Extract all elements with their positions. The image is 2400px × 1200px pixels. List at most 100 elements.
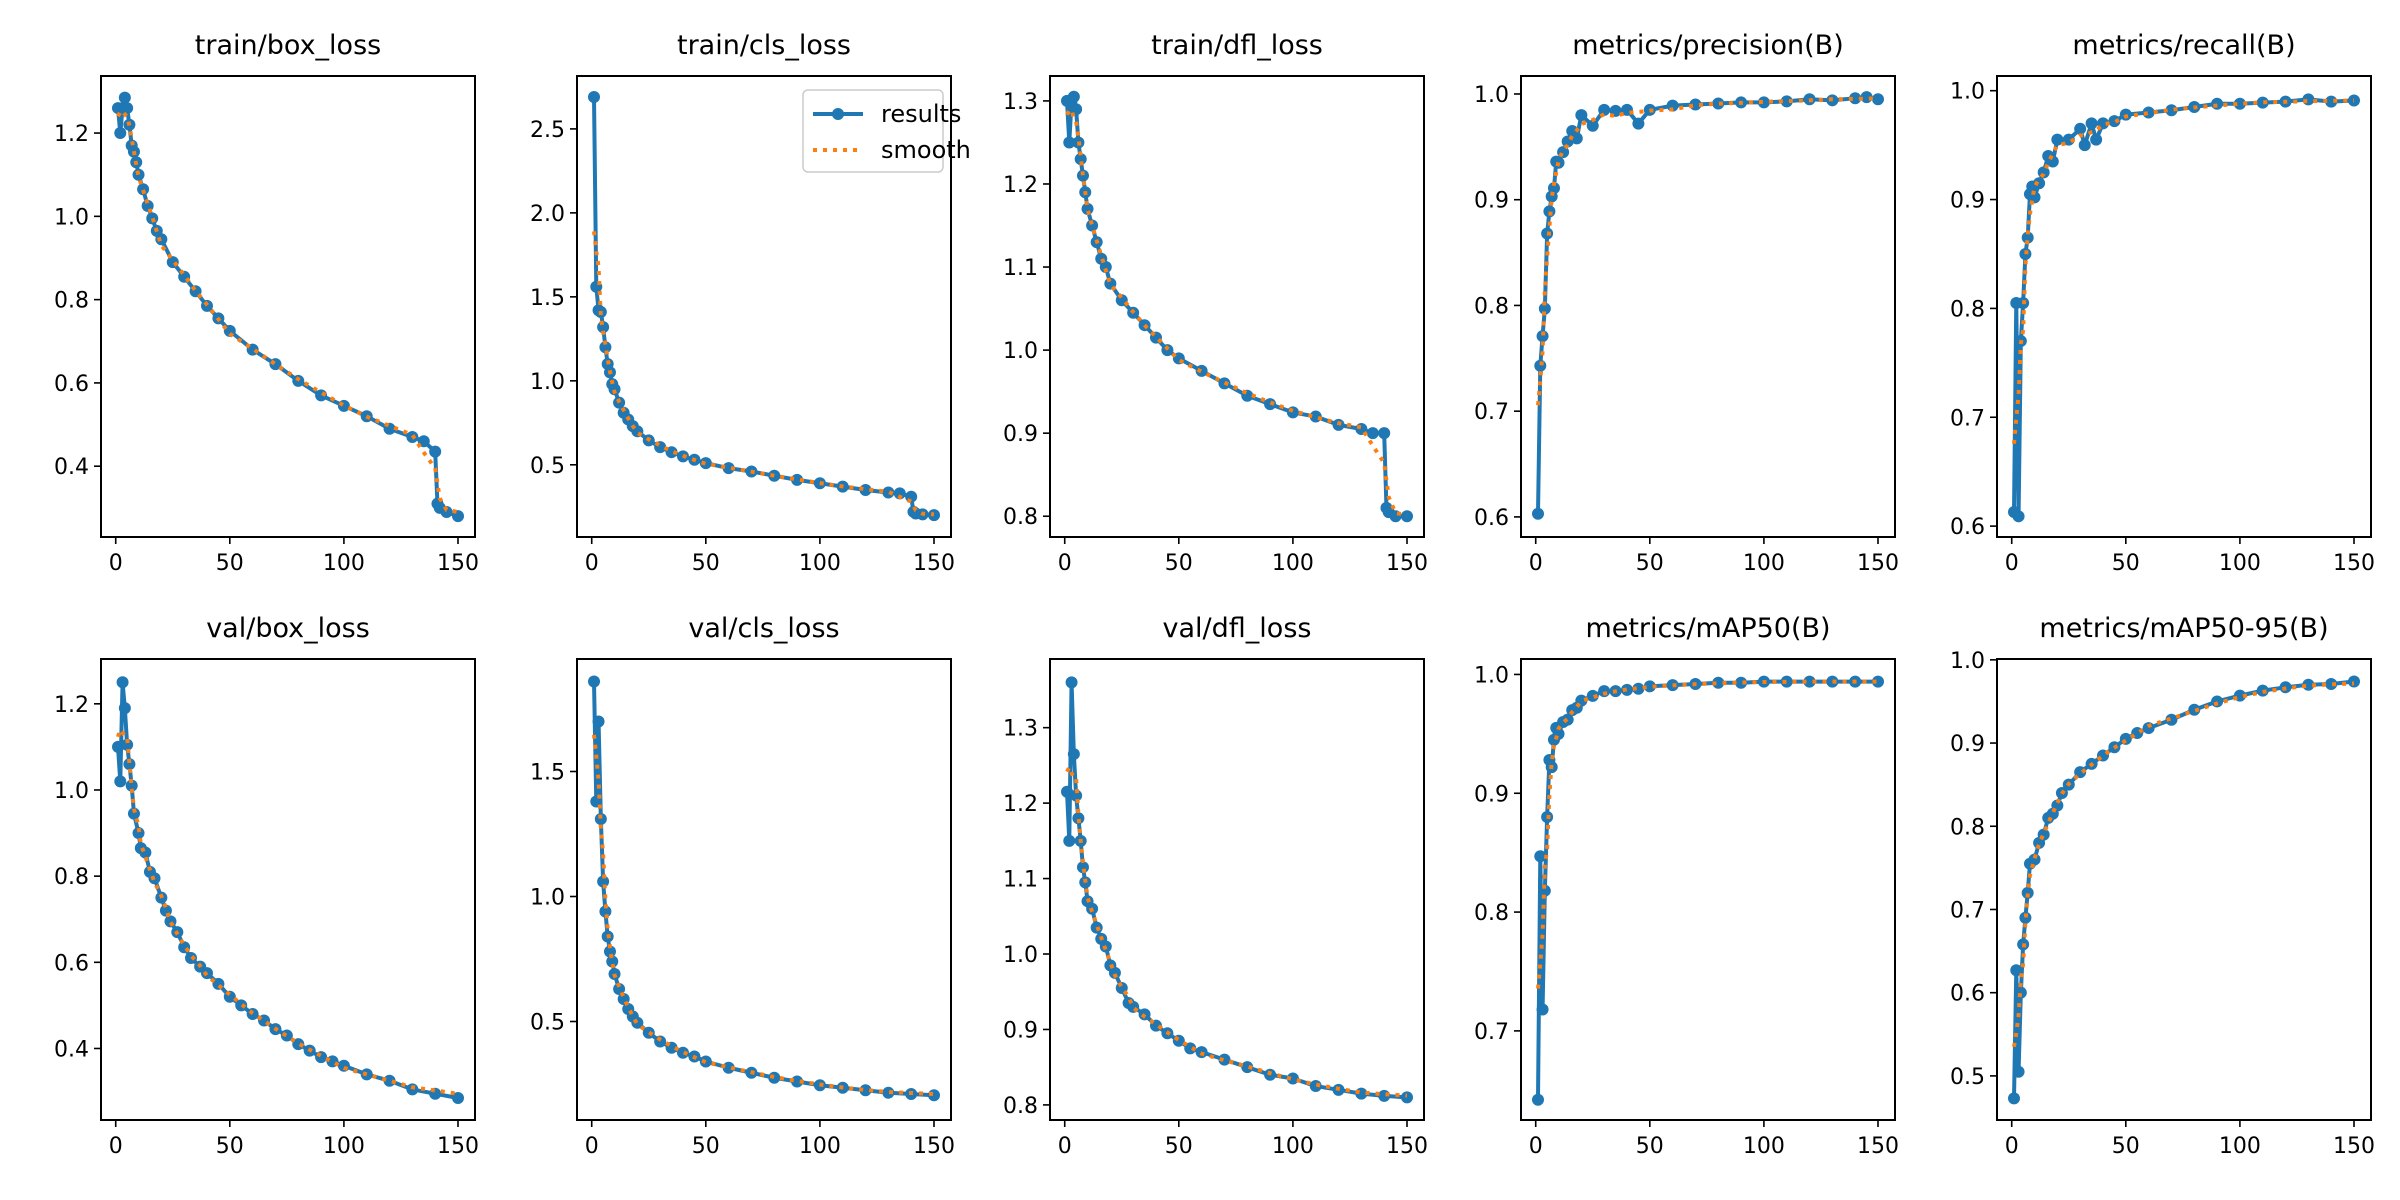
plot-area [588, 675, 940, 1102]
y-tick-label: 1.0 [530, 886, 565, 911]
results-point [2165, 104, 2178, 117]
results-point [2008, 1092, 2020, 1105]
y-tick-label: 0.7 [1474, 400, 1509, 425]
smooth-line [2012, 98, 2355, 444]
results-point [1872, 93, 1884, 106]
results-point [132, 827, 145, 840]
axes-frame [100, 75, 476, 538]
results-point [315, 1051, 328, 1064]
subplot-title: train/dfl_loss [1151, 30, 1323, 61]
results-point [1632, 117, 1645, 130]
plot-area [112, 91, 464, 523]
x-tick-label: 0 [109, 1134, 123, 1159]
results-point [859, 1084, 872, 1097]
plot-area [2008, 675, 2360, 1105]
results-point [1286, 406, 1299, 419]
subplot-val-dfl-loss: val/dfl_loss 0 50 100 150 0.8 0.9 1.0 1.1 1.2 1.3 [1003, 613, 1428, 1159]
axes-frame [1520, 75, 1896, 538]
results-point [125, 779, 138, 792]
x-tick-label: 50 [692, 551, 720, 576]
results-point [1532, 507, 1544, 520]
subplot-train-cls-loss: train/cls_loss 0 50 100 150 0.5 1.0 1.5 2.0 2.5 re… [530, 30, 971, 576]
y-tick-label: 0.5 [1950, 1065, 1985, 1090]
subplot-title: val/box_loss [206, 613, 370, 644]
results-point [1067, 90, 1080, 103]
results-point [1586, 689, 1599, 702]
results-point [429, 445, 442, 458]
results-point [1241, 1061, 1254, 1074]
results-point [1643, 680, 1656, 693]
axes-frame [100, 658, 476, 1121]
results-point [594, 813, 607, 825]
x-tick-label: 150 [2333, 551, 2375, 576]
results-point [2021, 886, 2034, 899]
results-point [1063, 834, 1076, 847]
results-point [337, 399, 350, 412]
results-point [893, 487, 906, 500]
x-tick-label: 50 [2112, 1134, 2140, 1159]
x-tick-label: 150 [913, 1134, 955, 1159]
results-point [2142, 722, 2155, 735]
subplot-title: train/cls_loss [677, 30, 851, 61]
results-point [1076, 169, 1089, 182]
x-tick-label: 150 [2333, 1134, 2375, 1159]
x-tick-label: 150 [437, 1134, 479, 1159]
results-point [1086, 219, 1099, 232]
y-tick-label: 0.6 [1950, 982, 1985, 1007]
y-tick-label: 1.0 [1003, 339, 1038, 364]
y-tick-label: 1.2 [54, 122, 89, 147]
results-point [2010, 964, 2023, 977]
results-point [608, 383, 621, 396]
smooth-line [592, 734, 935, 1096]
results-point [722, 1061, 735, 1074]
y-tick-label: 1.0 [1950, 80, 1985, 105]
results-point [123, 758, 136, 771]
results-point [2233, 97, 2246, 110]
x-tick-label: 100 [799, 1134, 841, 1159]
results-point [132, 168, 145, 181]
x-tick-label: 100 [323, 551, 365, 576]
y-tick-label: 1.2 [54, 693, 89, 718]
plot-area [1061, 90, 1413, 523]
results-point [1099, 261, 1112, 274]
results-point [1757, 96, 1770, 109]
results-point [2325, 677, 2338, 690]
legend-results-marker [832, 108, 844, 120]
y-tick-label: 0.8 [1950, 815, 1985, 840]
y-tick-label: 0.8 [1003, 505, 1038, 530]
subplot-train-box-loss: train/box_loss 0 50 100 150 0.4 0.6 0.8 1.0 1.2 [54, 30, 479, 576]
x-tick-label: 0 [585, 1134, 599, 1159]
x-tick-label: 0 [1529, 551, 1543, 576]
x-tick-label: 50 [1636, 551, 1664, 576]
x-tick-label: 0 [1058, 551, 1072, 576]
x-tick-label: 0 [585, 551, 599, 576]
results-point [1074, 153, 1087, 166]
results-point [121, 102, 134, 115]
x-tick-label: 100 [1272, 1134, 1314, 1159]
x-tick-label: 150 [1857, 1134, 1899, 1159]
y-tick-label: 1.0 [1474, 83, 1509, 108]
results-point [1072, 812, 1085, 825]
axes-frame [1049, 658, 1425, 1121]
subplot-title: metrics/mAP50(B) [1585, 613, 1830, 644]
subplot-title: val/dfl_loss [1163, 613, 1312, 644]
results-point [613, 983, 626, 995]
results-point [1218, 1053, 1231, 1066]
x-tick-label: 0 [1529, 1134, 1543, 1159]
y-tick-label: 1.0 [530, 370, 565, 395]
results-point [2074, 122, 2087, 135]
results-point [2108, 115, 2121, 128]
results-point [114, 127, 127, 140]
results-point [2256, 96, 2269, 109]
smooth-line [1065, 762, 1408, 1098]
subplot-title: metrics/recall(B) [2072, 30, 2295, 61]
y-tick-label: 0.5 [530, 454, 565, 479]
results-point [440, 506, 453, 519]
y-tick-label: 1.2 [1003, 173, 1038, 198]
results-point [1401, 510, 1413, 523]
y-tick-label: 0.6 [1950, 515, 1985, 540]
x-tick-label: 100 [1743, 551, 1785, 576]
results-point [928, 509, 940, 522]
results-point [588, 90, 600, 103]
results-point [1735, 676, 1748, 689]
